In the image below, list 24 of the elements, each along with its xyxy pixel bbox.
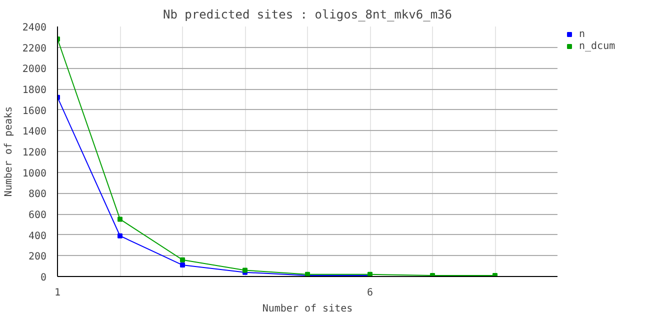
point — [180, 262, 185, 268]
y-tick-label: 1000 — [22, 168, 47, 180]
y-tick-label: 800 — [28, 189, 46, 200]
point — [118, 233, 122, 238]
y-axis-title: Number of peaks — [3, 106, 14, 197]
y-tick-label: 1200 — [22, 148, 47, 158]
x-tick-label: 6 — [366, 288, 374, 298]
y-tick-label: 200 — [28, 252, 46, 263]
y-tick-label: 2400 — [22, 22, 47, 34]
legend-label: n_dcum — [579, 40, 616, 52]
y-tick-label: 1600 — [22, 106, 47, 117]
y-tick-label: 2000 — [22, 64, 47, 76]
y-tick-label: 1800 — [22, 85, 47, 96]
y-tick-label: 0 — [40, 272, 47, 284]
x-tick-label: 1 — [54, 288, 61, 298]
point — [118, 216, 122, 222]
legend-label: n — [579, 28, 586, 40]
y-tick-label: 1400 — [22, 126, 47, 138]
x-axis-title: Number of sites — [262, 304, 353, 314]
point — [180, 257, 185, 262]
chart-title: Nb predicted sites : oligos_8nt_mkv6_m36 — [163, 8, 452, 22]
y-tick-label: 2200 — [22, 43, 47, 54]
y-tick-label: 600 — [28, 210, 46, 221]
y-tick-label: 400 — [28, 230, 46, 242]
